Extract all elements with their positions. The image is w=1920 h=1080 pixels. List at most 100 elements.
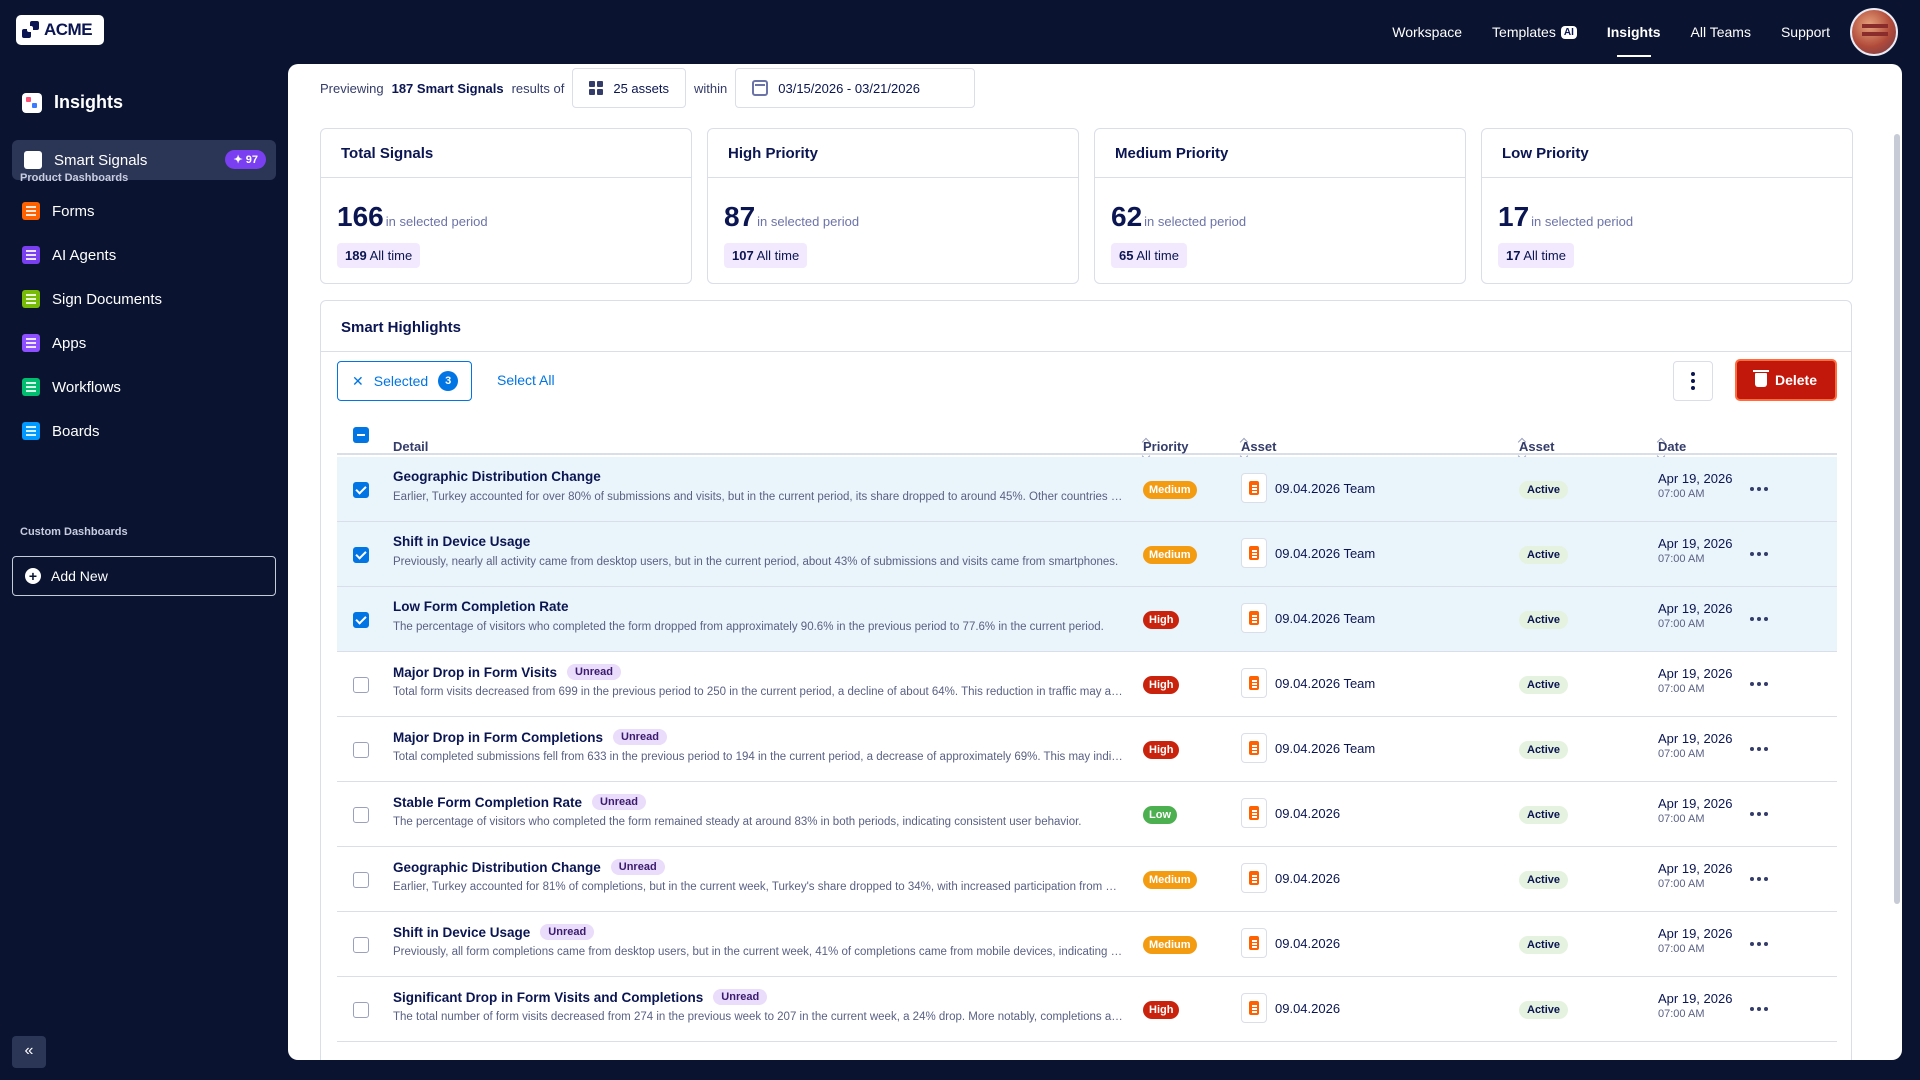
row-checkbox[interactable]	[353, 742, 369, 758]
select-all-checkbox[interactable]	[353, 427, 369, 443]
nav-all-teams[interactable]: All Teams	[1690, 24, 1751, 40]
asset-name: 09.04.2026 Team	[1275, 740, 1376, 756]
all-time-chip: 107 All time	[724, 243, 808, 268]
delete-button[interactable]: Delete	[1735, 359, 1837, 401]
row-more-options-icon[interactable]	[1750, 1007, 1768, 1011]
signal-title[interactable]: Significant Drop in Form Visits and Comp…	[393, 989, 704, 1005]
asset-cell[interactable]: 09.04.2026 Team	[1241, 668, 1375, 698]
all-time-value: 189	[345, 248, 367, 263]
row-checkbox[interactable]	[353, 937, 369, 953]
acme-logo[interactable]: ACME	[16, 15, 104, 45]
row-more-options-icon[interactable]	[1750, 617, 1768, 621]
trash-icon	[1752, 370, 1769, 387]
logo-mark-icon	[22, 21, 40, 39]
signal-title[interactable]: Low Form Completion Rate	[393, 599, 569, 614]
row-more-options-icon[interactable]	[1750, 682, 1768, 686]
scrollbar-thumb[interactable]	[1894, 134, 1900, 904]
sidebar-item-forms[interactable]: Forms	[22, 202, 95, 220]
sidebar-item-label: Forms	[52, 202, 95, 220]
collapse-sidebar-button[interactable]: «	[12, 1036, 46, 1068]
priority-badge: Medium	[1143, 871, 1197, 889]
card-value-row: 62 in selected period	[1111, 201, 1246, 233]
row-more-options-icon[interactable]	[1750, 747, 1768, 751]
signal-title[interactable]: Shift in Device Usage	[393, 534, 531, 549]
table-row[interactable]: Geographic Distribution Change Earlier, T…	[337, 457, 1837, 522]
sidebar-item-ai-agents[interactable]: AI Agents	[22, 246, 116, 264]
sidebar-item-smart-signals[interactable]: Smart Signals ✦ 97	[12, 140, 276, 180]
signal-title[interactable]: Shift in Device Usage	[393, 924, 531, 940]
row-checkbox[interactable]	[353, 1002, 369, 1018]
row-checkbox[interactable]	[353, 872, 369, 888]
nav-workspace[interactable]: Workspace	[1392, 24, 1463, 40]
card-value: 17	[1498, 201, 1530, 232]
signal-title[interactable]: Major Drop in Form Completions	[393, 729, 604, 745]
row-checkbox[interactable]	[353, 807, 369, 823]
row-checkbox[interactable]	[353, 677, 369, 693]
user-avatar[interactable]	[1850, 8, 1898, 56]
row-time: 07:00 AM	[1658, 1008, 1705, 1020]
more-options-button[interactable]	[1673, 361, 1713, 401]
row-date: Apr 19, 2026	[1658, 536, 1733, 551]
col-label: Priority	[1143, 439, 1189, 454]
asset-cell[interactable]: 09.04.2026	[1241, 993, 1340, 1023]
asset-name: 09.04.2026 Team	[1275, 480, 1376, 496]
table-row[interactable]: Geographic Distribution Change Unread Earl…	[337, 847, 1837, 912]
row-more-options-icon[interactable]	[1750, 487, 1768, 491]
nav-insights[interactable]: Insights	[1606, 24, 1661, 57]
assets-selector[interactable]: 25 assets	[572, 68, 686, 108]
table-row[interactable]: Major Drop in Form Visits Unread Total for…	[337, 652, 1837, 717]
ai-agents-icon	[22, 246, 40, 264]
signal-title[interactable]: Geographic Distribution Change	[393, 469, 601, 484]
sidebar-item-sign-documents[interactable]: Sign Documents	[22, 290, 162, 308]
row-more-options-icon[interactable]	[1750, 877, 1768, 881]
row-date: Apr 19, 2026	[1658, 796, 1733, 811]
row-checkbox[interactable]	[353, 482, 369, 498]
table-row[interactable]: Shift in Device Usage Unread Previously, a…	[337, 912, 1837, 977]
priority-badge: High	[1143, 611, 1180, 629]
total-signals-card: Total Signals 166 in selected period 189 …	[320, 128, 692, 284]
asset-name: 09.04.2026	[1275, 935, 1341, 951]
table-row[interactable]: Low Form Completion Rate The percentage o…	[337, 587, 1837, 652]
form-document-icon	[1241, 993, 1267, 1023]
sidebar-item-boards[interactable]: Boards	[22, 422, 100, 440]
clear-selection-button[interactable]: ✕ Selected 3	[337, 361, 472, 401]
select-all-link[interactable]: Select All	[497, 372, 555, 388]
signal-title[interactable]: Geographic Distribution Change	[393, 859, 601, 875]
asset-cell[interactable]: 09.04.2026	[1241, 798, 1340, 828]
asset-cell[interactable]: 09.04.2026	[1241, 863, 1340, 893]
table-row[interactable]: Shift in Device Usage Previously, nearly …	[337, 522, 1837, 587]
row-more-options-icon[interactable]	[1750, 812, 1768, 816]
signal-title[interactable]: Major Drop in Form Visits	[393, 664, 558, 680]
row-date: Apr 19, 2026	[1658, 666, 1733, 681]
card-value-row: 17 in selected period	[1498, 201, 1633, 233]
row-more-options-icon[interactable]	[1750, 552, 1768, 556]
all-time-label: All time	[369, 248, 413, 263]
row-checkbox[interactable]	[353, 547, 369, 563]
signal-title[interactable]: Stable Form Completion Rate	[393, 794, 583, 810]
nav-support[interactable]: Support	[1780, 24, 1830, 40]
add-new-dashboard-button[interactable]: + Add New	[12, 556, 276, 596]
asset-cell[interactable]: 09.04.2026 Team	[1241, 473, 1375, 503]
sidebar-item-apps[interactable]: Apps	[22, 334, 86, 352]
boards-icon	[22, 422, 40, 440]
form-document-icon	[1241, 473, 1267, 503]
signal-description: Previously, nearly all activity came fro…	[393, 556, 1119, 568]
asset-cell[interactable]: 09.04.2026 Team	[1241, 538, 1375, 568]
row-date: Apr 19, 2026	[1658, 471, 1733, 486]
sort-icon	[1239, 437, 1249, 461]
asset-cell[interactable]: 09.04.2026 Team	[1241, 603, 1375, 633]
nav-templates[interactable]: Templates AI	[1492, 24, 1577, 40]
asset-cell[interactable]: 09.04.2026 Team	[1241, 733, 1375, 763]
sidebar-item-label: Apps	[52, 334, 87, 352]
table-row[interactable]: Significant Drop in Form Visits and Comp…	[337, 977, 1837, 1042]
row-more-options-icon[interactable]	[1750, 942, 1768, 946]
table-row[interactable]: Stable Form Completion Rate Unread The per…	[337, 782, 1837, 847]
table-row[interactable]: Major Drop in Form Completions Unread Tota…	[337, 717, 1837, 782]
date-range-picker[interactable]: 03/15/2026 - 03/21/2026	[735, 68, 976, 108]
sidebar-title: Insights	[54, 92, 124, 112]
row-date: Apr 19, 2026	[1658, 991, 1733, 1006]
asset-name: 09.04.2026 Team	[1275, 610, 1376, 626]
sidebar-item-workflows[interactable]: Workflows	[22, 378, 121, 396]
row-checkbox[interactable]	[353, 612, 369, 628]
asset-cell[interactable]: 09.04.2026	[1241, 928, 1340, 958]
